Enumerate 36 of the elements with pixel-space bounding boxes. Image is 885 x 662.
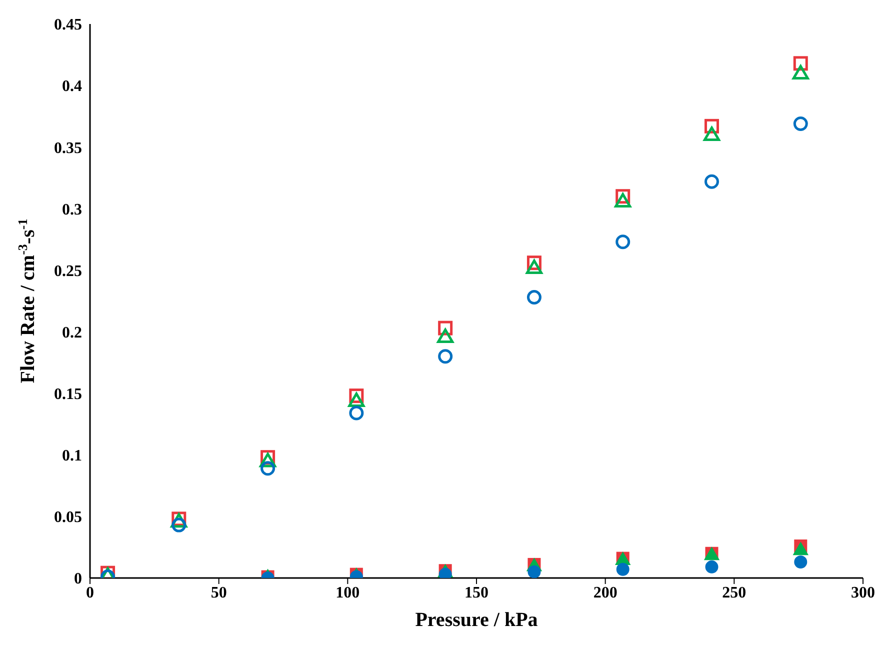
point	[348, 392, 365, 407]
point	[616, 234, 630, 250]
y-tick-label: 0.4	[62, 78, 82, 96]
point	[437, 328, 454, 343]
x-tick-label: 50	[210, 584, 227, 602]
point	[616, 562, 630, 576]
y-tick-label: 0.2	[62, 324, 82, 342]
point	[260, 461, 276, 476]
point	[526, 290, 542, 305]
point	[349, 406, 364, 420]
point	[614, 193, 632, 208]
x-tick-label: 250	[722, 584, 746, 602]
y-tick-label: 0.1	[62, 448, 82, 465]
point	[793, 542, 808, 556]
x-tick-label: 100	[336, 584, 360, 602]
x-axis-title: Pressure / kPa	[415, 609, 538, 631]
x-tick-label: 300	[851, 584, 875, 602]
y-tick-label: 0.35	[54, 140, 82, 157]
y-tick-label: 0.15	[54, 386, 82, 404]
point	[794, 555, 808, 568]
point	[438, 349, 453, 364]
point	[792, 64, 809, 80]
point	[705, 560, 718, 574]
y-tick-label: 0.45	[54, 16, 82, 34]
x-tick-label: 0	[86, 584, 94, 602]
y-tick-label: 0	[74, 570, 82, 588]
point	[704, 174, 719, 189]
point	[704, 126, 720, 142]
y-tick-label: 0.3	[62, 201, 82, 218]
point	[528, 565, 541, 578]
x-tick-label: 150	[464, 584, 488, 602]
y-tick-label: 0.05	[54, 509, 82, 526]
y-tick-label: 0.25	[54, 262, 82, 280]
x-tick-label: 200	[593, 584, 618, 602]
point	[793, 116, 808, 131]
point	[526, 260, 542, 274]
